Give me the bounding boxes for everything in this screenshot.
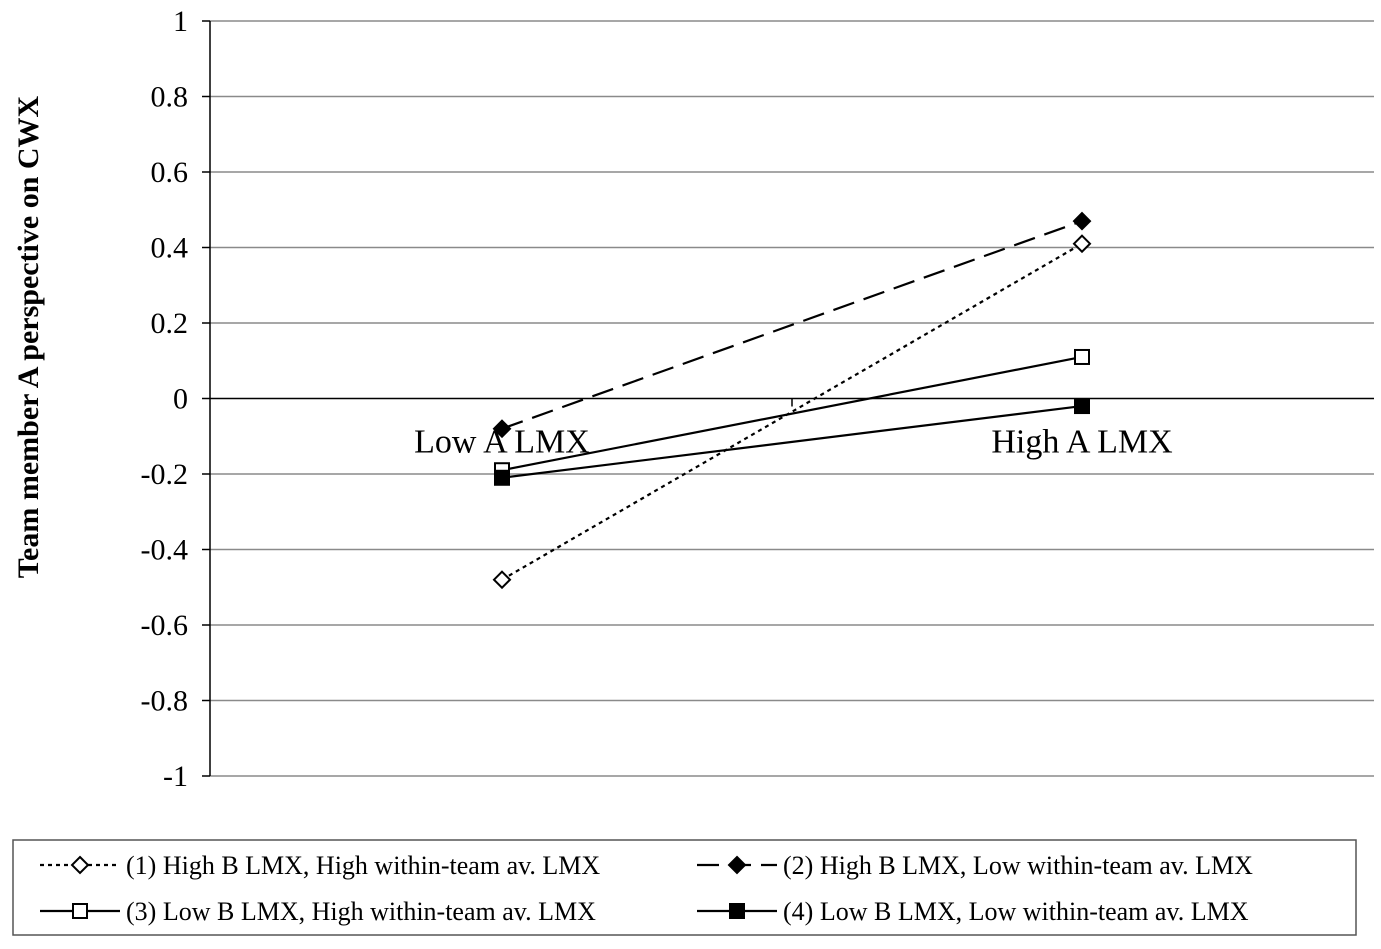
data-point: [494, 469, 510, 486]
category-labels: Low A LMX High A LMX: [414, 424, 1173, 461]
gridlines: [210, 20, 1374, 777]
data-point: [1074, 348, 1090, 365]
category-label: High A LMX: [991, 424, 1172, 461]
data-point: [492, 570, 512, 590]
y-tick-label: 0.6: [151, 156, 189, 189]
series-2: [492, 211, 1092, 439]
series-4: [494, 398, 1090, 486]
legend-label: (2) High B LMX, Low within-team av. LMX: [783, 851, 1253, 880]
y-tick-label: -0.8: [141, 685, 189, 718]
data-point: [1072, 234, 1092, 254]
series-line: [501, 220, 1083, 430]
legend-marker: [727, 855, 747, 875]
legend-box: [12, 839, 1357, 936]
y-tick-label: 0.8: [151, 81, 189, 114]
y-tick-label: -0.4: [141, 534, 189, 567]
y-tick-label: -1: [163, 760, 188, 793]
legend-item: (4) Low B LMX, Low within-team av. LMX: [697, 897, 1249, 926]
y-axis: 1 0.8 0.6 0.4 0.2 0 -0.2 -0.4 -0.6 -0.8 -1: [141, 5, 211, 793]
y-tick-label: 0: [173, 383, 188, 416]
series-1: [492, 234, 1092, 590]
legend-marker: [72, 903, 88, 919]
legend-item: (2) High B LMX, Low within-team av. LMX: [697, 851, 1253, 880]
y-tick-label: 1: [173, 5, 188, 38]
y-tick-label: 0.2: [151, 307, 189, 340]
x-axis-zero-line: [210, 397, 1374, 407]
legend-label: (4) Low B LMX, Low within-team av. LMX: [783, 897, 1249, 926]
legend-label: (1) High B LMX, High within-team av. LMX: [126, 851, 600, 880]
legend-label: (3) Low B LMX, High within-team av. LMX: [126, 897, 596, 926]
legend-marker: [729, 903, 745, 919]
data-point: [1072, 211, 1092, 231]
data-point: [492, 419, 512, 439]
legend-item: (1) High B LMX, High within-team av. LMX: [40, 851, 600, 880]
series-line: [501, 404, 1083, 479]
series-line: [501, 242, 1083, 581]
legend-item: (3) Low B LMX, High within-team av. LMX: [40, 897, 596, 926]
series-line: [501, 355, 1083, 472]
y-tick-label: 0.4: [151, 232, 189, 265]
data-point: [1074, 398, 1090, 415]
legend-marker: [70, 855, 90, 875]
y-tick-label: -0.2: [141, 458, 189, 491]
legend: (1) High B LMX, High within-team av. LMX…: [12, 839, 1357, 936]
y-tick-label: -0.6: [141, 609, 189, 642]
series-group: [492, 211, 1092, 590]
y-axis-label: Team member A perspective on CWX: [12, 95, 45, 578]
